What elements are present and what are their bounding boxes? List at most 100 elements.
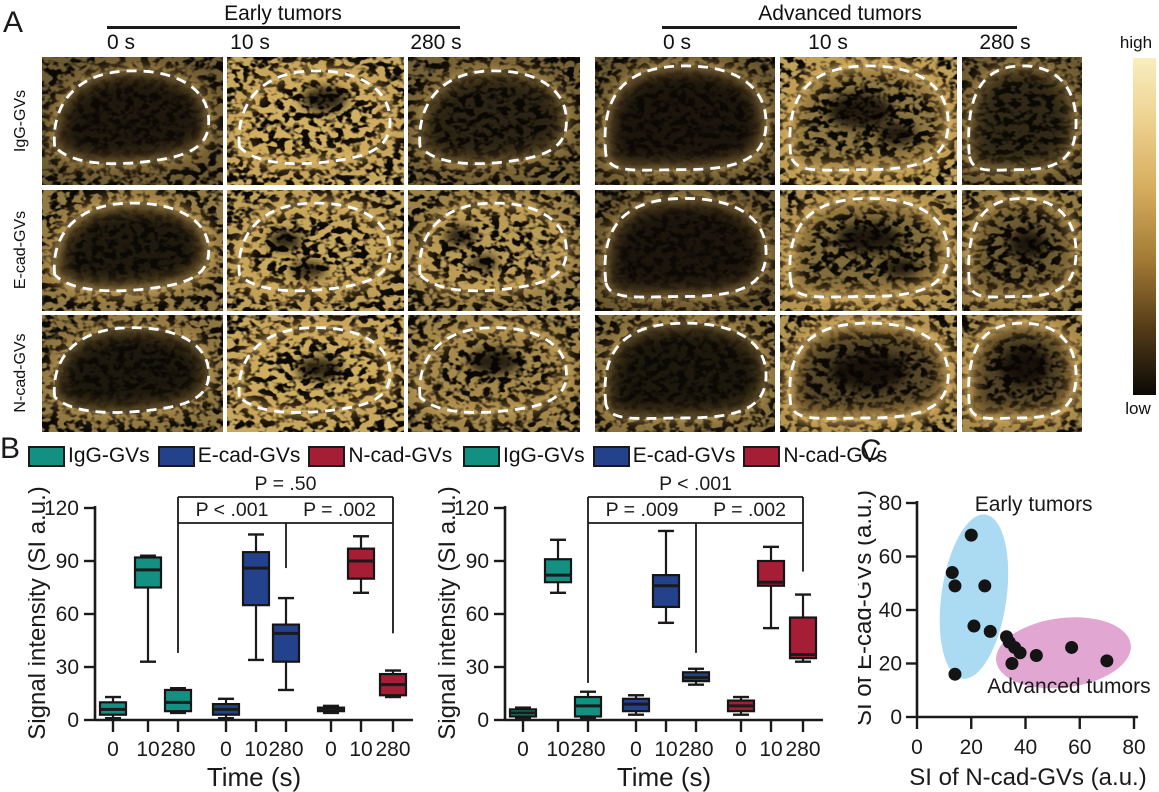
p-value-label: P = .002	[713, 499, 786, 521]
y-tick-label: 60	[56, 603, 79, 626]
x-tick-label: 10	[136, 738, 159, 761]
time-label-early-0s: 0 s	[106, 31, 136, 54]
ultrasound-tile-r1c1	[227, 190, 404, 311]
y-tick-label: 120	[454, 497, 489, 520]
x-tick-label: 60	[1068, 736, 1091, 759]
tumor-outline	[967, 197, 1078, 299]
p-value-label: P < .001	[196, 499, 269, 521]
x-tick-label: 280	[160, 738, 195, 761]
colorbar-low-label: low	[1125, 399, 1151, 418]
x-axis-title: Time (s)	[207, 762, 301, 792]
legend-label: N-cad-GVs	[348, 444, 453, 467]
row-label-ecad-gvs: E-cad-GVs	[12, 210, 29, 290]
tumor-outline	[237, 326, 392, 414]
ultrasound-tile-r0c2	[408, 57, 580, 185]
ultrasound-tile-r2c3	[595, 315, 775, 432]
y-tick-label: 80	[879, 492, 902, 515]
ultrasound-tile-r2c1	[227, 315, 404, 432]
x-tick-label: 0	[630, 738, 642, 761]
cluster-label: Early tumors	[975, 493, 1093, 516]
box-E-cad-GVs-10s	[651, 574, 681, 609]
ultrasound-tile-r1c5	[962, 190, 1082, 311]
time-label-early-280s: 280 s	[410, 31, 462, 54]
tumor-outline	[52, 326, 211, 414]
cluster-label: Advanced tumors	[987, 675, 1150, 698]
time-label-early-10s: 10 s	[230, 31, 270, 54]
tumor-outline	[418, 201, 568, 293]
tumor-outline	[788, 64, 950, 172]
ultrasound-tile-r0c4	[780, 57, 957, 185]
scatter-plot: 0 20 40 60 80 0 20 40 60 80 SI of N-cad-GVs (a.u.)…	[858, 490, 1151, 791]
tumor-outline	[788, 321, 950, 420]
x-tick-label: 0	[107, 738, 119, 761]
legend-swatch	[592, 445, 630, 467]
legend-label: E-cad-GVs	[632, 444, 736, 467]
x-tick-label: 0	[911, 736, 923, 759]
ultrasound-tile-r2c2	[408, 315, 580, 432]
box-IgG-GVs-280s	[163, 688, 193, 713]
row-label-ncad-gvs: N-cad-GVs	[12, 333, 29, 413]
y-tick-label: 60	[879, 546, 902, 569]
ultrasound-tile-r0c0	[42, 57, 223, 185]
p-value-label: P < .001	[659, 473, 732, 495]
legend-swatch	[28, 445, 65, 467]
legend-label: E-cad-GVs	[197, 444, 301, 467]
p-value-label: P = .009	[606, 499, 679, 521]
scatter-point	[1100, 654, 1114, 668]
legend-label: IgG-GVs	[68, 444, 150, 467]
x-tick-label: 10	[654, 738, 677, 761]
y-tick-label: 40	[879, 599, 902, 622]
box-N-cad-GVs-280s	[788, 616, 818, 660]
legend-swatch	[308, 445, 346, 467]
scatter-point	[1005, 657, 1019, 670]
ultrasound-tile-r1c3	[595, 190, 775, 311]
x-tick-label: 10	[759, 738, 782, 761]
x-tick-label: 280	[375, 738, 410, 761]
y-tick-label: 0	[477, 709, 489, 732]
x-tick-label: 0	[735, 738, 747, 761]
y-tick-label: 20	[879, 653, 902, 676]
tumor-outline	[967, 64, 1078, 172]
panel-c-label: C	[860, 434, 882, 467]
legend-swatch	[743, 445, 781, 467]
scatter-point	[948, 579, 962, 593]
scatter-point	[1013, 646, 1027, 660]
y-tick-label: 30	[56, 656, 79, 679]
ultrasound-tile-r0c1	[227, 57, 404, 185]
ultrasound-tile-r2c5	[962, 315, 1082, 432]
y-tick-label: 120	[44, 497, 79, 520]
ultrasound-tile-r1c0	[42, 190, 223, 311]
x-tick-label: 280	[785, 738, 820, 761]
y-tick-label: 60	[466, 603, 489, 626]
tumor-outline	[788, 197, 950, 299]
p-value-label: P = .50	[255, 473, 317, 495]
tumor-outline	[603, 64, 768, 172]
scatter-point	[964, 528, 978, 542]
tumor-outline	[603, 197, 768, 299]
x-tick-label: 40	[1014, 736, 1037, 759]
x-tick-label: 10	[349, 738, 372, 761]
scatter-point	[967, 619, 981, 633]
panel-b-legend-right: IgG-GVs E-cad-GVs N-cad-GVs	[463, 444, 895, 468]
ultrasound-tile-r0c5	[962, 57, 1082, 185]
tumor-outline	[237, 69, 392, 166]
box-E-cad-GVs-10s	[241, 551, 271, 607]
early-header-rule	[107, 26, 460, 29]
panel-b-label: B	[0, 432, 21, 465]
time-label-adv-0s: 0 s	[662, 31, 692, 54]
x-tick-label: 0	[517, 738, 529, 761]
scatter-point	[978, 579, 992, 593]
ultrasound-tile-r1c2	[408, 190, 580, 311]
scatter-point	[945, 566, 959, 580]
legend-swatch	[463, 445, 500, 467]
tumor-outline	[418, 326, 568, 414]
cluster-ellipse	[996, 617, 1131, 689]
x-tick-label: 20	[960, 736, 983, 759]
box-E-cad-GVs-280s	[271, 623, 301, 663]
ultrasound-tile-r2c4	[780, 315, 957, 432]
y-axis-title: Signal intensity (SI a.u.)	[438, 486, 461, 739]
x-tick-label: 80	[1122, 736, 1145, 759]
tumor-outline	[603, 321, 768, 420]
